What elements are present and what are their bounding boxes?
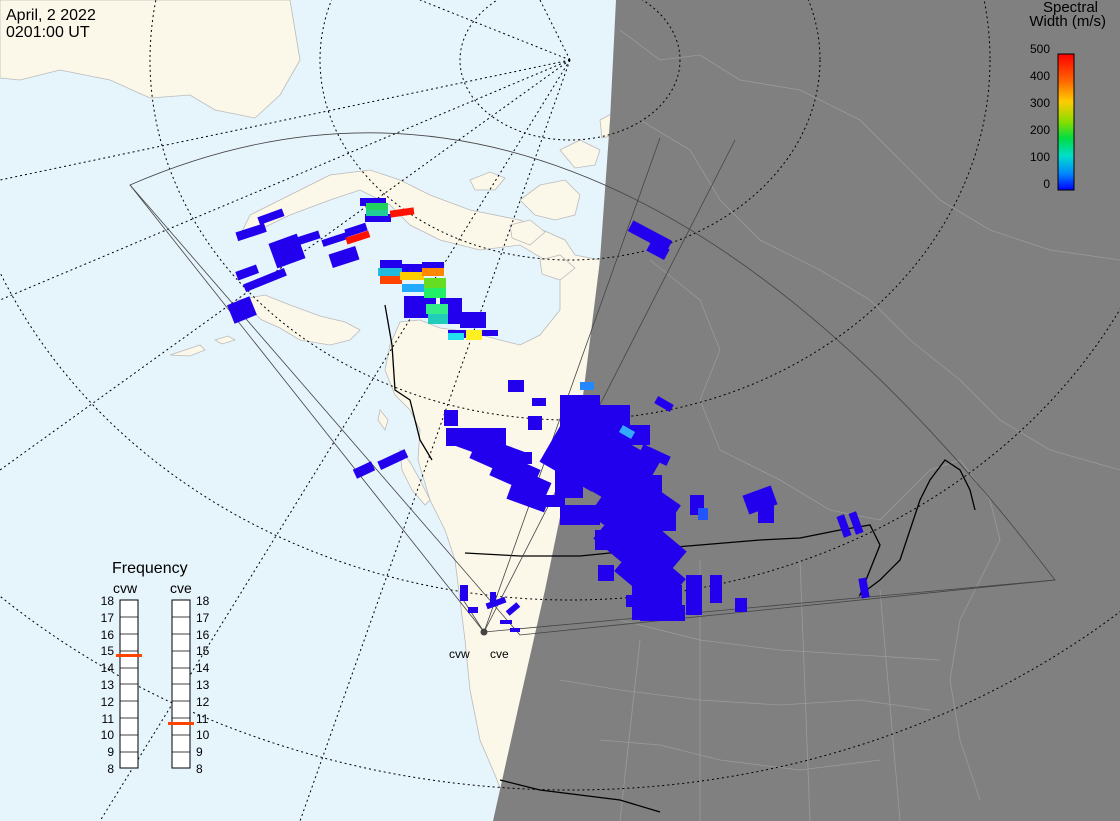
- spectral-width-colorbar: [1057, 53, 1075, 191]
- frequency-tick-label: 10: [196, 728, 210, 743]
- site-label-cvw: cvw: [449, 647, 470, 661]
- frequency-tick-label: 15: [100, 644, 114, 659]
- frequency-tick-label: 11: [196, 711, 209, 726]
- frequency-tick-label: 13: [100, 678, 114, 692]
- frequency-tick-label: 14: [100, 661, 114, 676]
- frequency-tick-label: 9: [196, 745, 203, 760]
- frequency-tick-label: 13: [196, 678, 210, 692]
- frequency-tick-label: 14: [196, 661, 210, 676]
- frequency-tick-label: 12: [196, 694, 210, 709]
- site-label-cve: cve: [490, 647, 509, 661]
- colorbar-tick: 300: [1029, 96, 1050, 110]
- frequency-tick-label: 17: [196, 610, 210, 625]
- colorbar-tick: 200: [1029, 123, 1050, 137]
- radar-site-marker: [480, 628, 488, 636]
- cve-selected-frequency: [168, 722, 194, 725]
- colorbar-tick: 400: [1029, 69, 1050, 83]
- frequency-tick-label: 9: [107, 745, 114, 760]
- frequency-tick-label: 12: [100, 694, 114, 709]
- radar-fov: [129, 132, 1056, 636]
- frequency-tick-label: 16: [100, 627, 114, 642]
- frequency-title: Frequency: [112, 560, 188, 577]
- frequency-radar-label: cve: [170, 580, 192, 596]
- frequency-tick-label: 18: [196, 594, 210, 608]
- frequency-radar-label: cvw: [113, 580, 138, 596]
- frequency-tick-label: 18: [100, 594, 114, 608]
- cvw-selected-frequency: [116, 654, 142, 657]
- frequency-tick-label: 17: [100, 610, 114, 625]
- frequency-tick-label: 16: [196, 627, 210, 642]
- date-label: April, 2 2022: [6, 7, 96, 24]
- colorbar-tick: 100: [1029, 150, 1050, 164]
- time-label: 0201:00 UT: [6, 24, 90, 41]
- colorbar-tick: 500: [1029, 42, 1050, 56]
- frequency-tick-label: 8: [196, 762, 203, 776]
- legend-title-line2: Width (m/s): [1029, 13, 1106, 30]
- frequency-tick-label: 10: [100, 728, 114, 743]
- legend-title-line1: Spectral: [1042, 0, 1098, 16]
- land-masses: [0, 0, 616, 821]
- radar-echoes: [227, 198, 870, 632]
- frequency-tick-label: 8: [107, 762, 114, 776]
- frequency-tick-label: 11: [101, 711, 114, 726]
- frequency-tick-label: 15: [196, 644, 210, 659]
- colorbar-tick: 0: [1043, 177, 1050, 191]
